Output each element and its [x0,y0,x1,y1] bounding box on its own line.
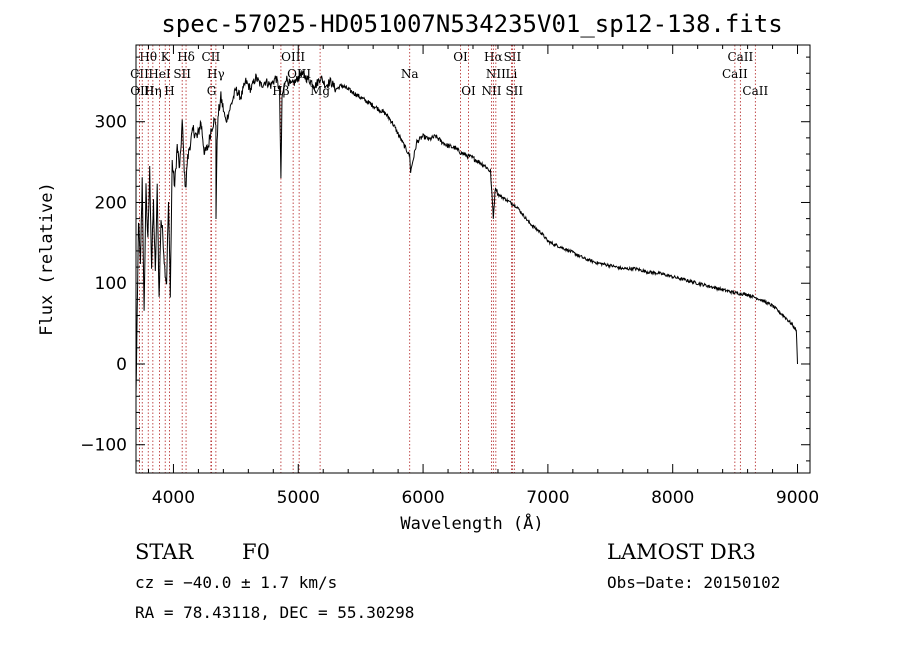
y-tick-label-3: 200 [95,193,127,213]
line-marker-label-10: HeI [148,67,171,81]
x-tick-label-4: 8000 [651,488,694,508]
line-marker-label-11: SII [173,67,191,81]
line-marker-label-17: CaII [722,67,748,81]
line-marker-label-16: Li [506,67,518,81]
y-tick-label-2: 100 [95,274,127,294]
line-marker-label-1: K [161,50,171,64]
x-tick-label-2: 6000 [401,488,444,508]
redshift-cz: cz = −40.0 ± 1.7 km/s [135,573,338,592]
object-subclass: F0 [242,540,270,564]
y-tick-label-4: 300 [95,113,127,133]
line-marker-label-20: H [164,84,174,98]
y-tick-label-0: −100 [80,436,127,456]
y-axis: −100 0 100 200 300 [80,56,810,462]
line-marker-label-3: CII [202,50,221,64]
line-marker-label-15: NII [486,67,506,81]
line-marker-label-24: OI [461,84,476,98]
spectrum-series-line [135,70,798,395]
x-tick-label-1: 5000 [277,488,320,508]
observation-date: Obs−Date: 20150102 [607,573,781,592]
line-marker-label-4: OIII [281,50,305,64]
y-tick-label-1: 0 [116,355,127,375]
x-tick-label-0: 4000 [152,488,195,508]
line-marker-label-7: SII [504,50,522,64]
line-marker-label-5: OI [453,50,468,64]
line-marker-label-8: CaII [727,50,753,64]
line-marker-label-9: CII [130,67,149,81]
line-marker-label-22: Hβ [272,84,289,98]
survey-name: LAMOST DR3 [607,540,756,564]
plot-frame [135,44,811,474]
line-marker-label-6: Hα [484,50,503,64]
x-tick-label-5: 9000 [776,488,819,508]
sky-coordinates: RA = 78.43118, DEC = 55.30298 [135,603,415,622]
line-marker-label-12: Hγ [207,67,225,81]
line-marker-label-25: NII [481,84,501,98]
line-marker-label-27: CaII [742,84,768,98]
object-class: STAR [135,540,194,564]
x-axis-label: Wavelength (Å) [400,512,543,534]
chart-title: spec-57025-HD051007N534235V01_sp12-138.f… [161,10,782,38]
line-marker-label-21: G [207,84,217,98]
y-axis-label: Flux (relative) [37,182,57,336]
x-tick-label-3: 7000 [526,488,569,508]
line-marker-label-14: Na [401,67,419,81]
line-marker-label-19: Hη [144,84,162,98]
line-marker-label-2: Hδ [177,50,195,64]
line-marker-label-26: SII [505,84,523,98]
x-axis: 4000 5000 6000 7000 8000 9000 [147,45,819,508]
